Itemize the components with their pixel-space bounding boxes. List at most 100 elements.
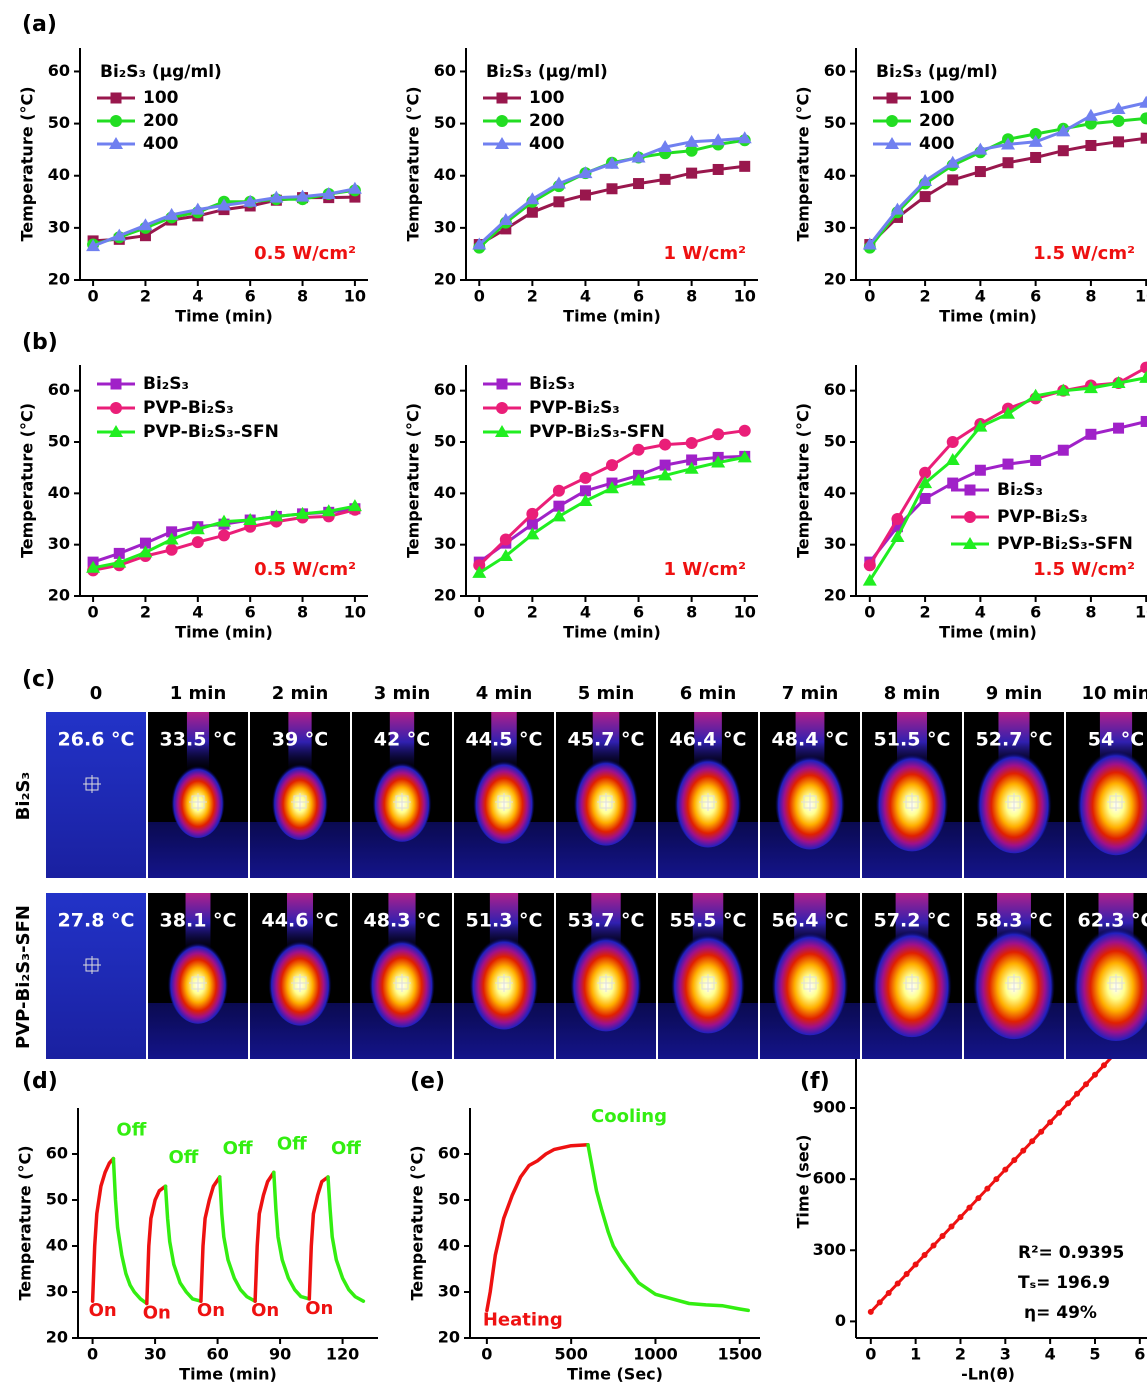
y-axis-label: Temperature (°C) <box>794 86 813 241</box>
marker <box>498 213 513 226</box>
thermal-image: 56.4 °C <box>760 893 860 1059</box>
marker <box>1038 1128 1045 1135</box>
marker <box>918 476 933 489</box>
legend-label: PVP-Bi₂S₃-SFN <box>143 422 279 442</box>
marker <box>139 537 151 549</box>
marker <box>974 464 986 476</box>
marker <box>295 506 310 519</box>
x-tick-label: 4 <box>580 287 591 306</box>
marker <box>526 518 538 530</box>
y-tick-label: 50 <box>824 432 846 451</box>
y-tick-label: 60 <box>434 61 456 80</box>
marker <box>138 218 153 231</box>
marker <box>659 173 671 185</box>
line <box>90 1156 116 1303</box>
x-tick-label: 90 <box>269 1345 291 1364</box>
x-tick-label: 6 <box>245 287 256 306</box>
y-tick-label: 30 <box>434 534 456 553</box>
chart: 20 30 40 50 60 0 2 4 6 8 10 Time (min) Temperature (… <box>404 48 758 326</box>
marker <box>1083 108 1098 121</box>
temperature-label: 33.5 °C <box>160 729 237 751</box>
legend-marker <box>109 137 123 149</box>
x-tick-label: 2 <box>140 287 151 306</box>
legend-marker <box>495 137 509 149</box>
x-tick-label: 8 <box>297 603 308 622</box>
marker <box>712 428 725 441</box>
temperature-label: 38.1 °C <box>160 910 237 932</box>
marker <box>139 230 151 242</box>
marker <box>1011 1157 1018 1164</box>
marker <box>500 223 512 235</box>
marker <box>138 545 153 558</box>
marker <box>553 196 565 208</box>
marker <box>606 459 618 472</box>
y-tick-label: 60 <box>824 61 846 80</box>
thermal-image: 46.4 °C <box>658 712 758 878</box>
chart: 20 30 40 50 60 0 2 4 6 8 10 Time (min) Temperature (… <box>18 12 368 326</box>
marker <box>112 228 127 241</box>
thermal-image: 51.5 °C <box>862 712 962 878</box>
legend-marker <box>110 115 122 127</box>
marker <box>1100 1062 1107 1069</box>
panel-label: (c) <box>22 667 55 692</box>
x-axis-label: -Ln(θ) <box>961 1365 1015 1384</box>
marker <box>1140 361 1147 374</box>
chart: 20 30 40 50 60 0 2 4 6 8 10 Time (min) Temperature (… <box>794 48 1147 326</box>
line <box>163 1184 203 1303</box>
y-tick-label: 30 <box>48 217 70 236</box>
segment-label: Cooling <box>591 1106 667 1127</box>
thermal-image: 53.7 °C <box>556 893 656 1059</box>
x-tick-label: 2 <box>527 603 538 622</box>
marker <box>1083 381 1098 394</box>
marker <box>686 167 698 179</box>
temperature-label: 55.5 °C <box>670 910 747 932</box>
segment-label: Off <box>331 1138 361 1159</box>
x-tick-label: 1500 <box>718 1345 763 1364</box>
y-axis-label: Temperature (°C) <box>16 1145 35 1300</box>
thermal-image: 42 °C <box>352 712 452 878</box>
y-tick-label: 300 <box>813 1240 846 1259</box>
legend-label: 200 <box>143 111 179 131</box>
column-label: 10 min <box>1081 683 1147 704</box>
panel-label: (f) <box>800 1069 830 1094</box>
line <box>217 1175 257 1303</box>
marker <box>165 543 178 556</box>
temperature-label: 54 °C <box>1088 729 1145 751</box>
segment-label: On <box>197 1300 225 1321</box>
legend-label: PVP-Bi₂S₃ <box>529 398 620 418</box>
annotation: 0.5 W/cm² <box>254 243 356 264</box>
legend-marker <box>495 425 509 437</box>
panel-label: (a) <box>22 12 57 37</box>
marker <box>578 494 593 507</box>
marker <box>631 150 646 163</box>
chart: 20 30 40 50 60 0 2 4 6 8 10 Time (min) Temperature (… <box>18 330 368 642</box>
thermal-image: 48.3 °C <box>352 893 452 1059</box>
temperature-label: 56.4 °C <box>772 910 849 932</box>
marker <box>1074 1090 1081 1097</box>
y-tick-label: 50 <box>434 113 456 132</box>
marker <box>1002 458 1014 470</box>
x-tick-label: 8 <box>686 603 697 622</box>
marker <box>919 492 931 504</box>
panel-label: (b) <box>22 330 58 355</box>
segment-label: On <box>251 1300 279 1321</box>
x-tick-label: 4 <box>580 603 591 622</box>
marker <box>606 183 618 195</box>
row-label: Bi₂S₃ <box>13 772 34 821</box>
thermal-image: 57.2 °C <box>862 893 962 1059</box>
segment-label: On <box>89 1300 117 1321</box>
x-tick-label: 0 <box>865 1345 876 1364</box>
marker <box>737 450 752 463</box>
temperature-label: 57.2 °C <box>874 910 951 932</box>
marker <box>993 1176 1000 1183</box>
marker <box>498 548 513 561</box>
marker <box>605 481 619 494</box>
legend-marker <box>496 92 508 104</box>
legend-marker <box>110 92 122 104</box>
marker <box>948 1223 955 1230</box>
x-tick-label: 0 <box>474 287 485 306</box>
marker <box>891 521 903 533</box>
